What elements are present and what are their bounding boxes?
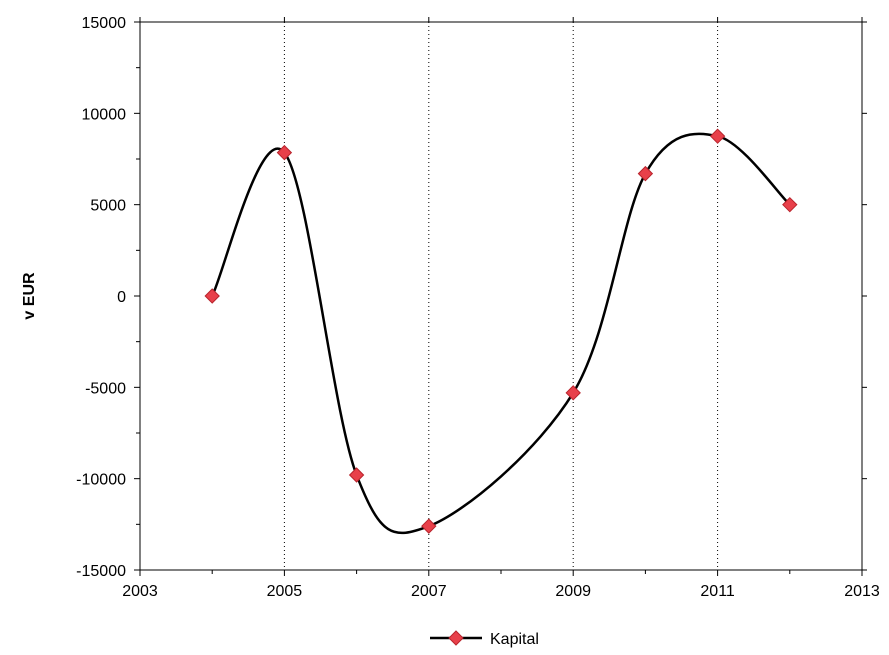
x-tick-label: 2007: [411, 583, 447, 600]
x-tick-label: 2011: [700, 583, 735, 600]
y-tick-label: -10000: [76, 472, 126, 489]
data-point-2010: [637, 165, 654, 182]
axis-ticks: 2003 2005 2007 2009 2011 2013 -15000 -10000 -500…: [76, 15, 880, 600]
plot-area: [139, 21, 863, 571]
series-markers: [204, 128, 798, 534]
data-point-2009: [565, 385, 581, 401]
data-point-2011: [709, 128, 726, 144]
y-tick-label: 5000: [90, 198, 126, 215]
y-tick-label: 15000: [82, 15, 127, 32]
x-tick-label: 2003: [122, 583, 158, 600]
y-tick-label: 10000: [82, 106, 127, 123]
series-line-kapital: [211, 132, 791, 535]
y-tick-label: -5000: [85, 380, 126, 397]
y-axis-title: v EUR: [21, 272, 38, 320]
legend: Kapital: [430, 630, 539, 648]
data-point-2012: [782, 196, 798, 213]
data-point-2006: [348, 467, 365, 483]
legend-marker: [448, 630, 464, 646]
legend-label: Kapital: [490, 631, 539, 648]
data-point-2007: [421, 518, 437, 534]
x-tick-label: 2005: [267, 583, 303, 600]
y-tick-label: 0: [117, 289, 126, 306]
x-tick-label: 2009: [555, 583, 591, 600]
y-tick-label: -15000: [76, 563, 126, 580]
series-lines: [211, 132, 791, 535]
gridlines: [283, 22, 719, 570]
x-tick-label: 2013: [844, 583, 880, 600]
data-point-2004: [204, 288, 220, 304]
data-point-2005: [276, 144, 293, 161]
